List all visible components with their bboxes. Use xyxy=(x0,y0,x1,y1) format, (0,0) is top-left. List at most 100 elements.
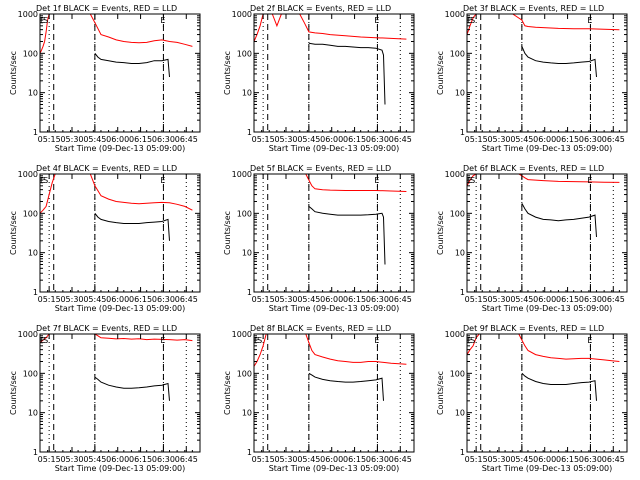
x-tick-label: 06:15 xyxy=(343,135,366,144)
x-tick-label: 05:45 xyxy=(297,135,320,144)
series-line-lld xyxy=(254,14,407,42)
plot-frame xyxy=(466,173,628,293)
x-tick-label: 06:15 xyxy=(129,455,152,464)
x-tick-label: 06:00 xyxy=(533,135,556,144)
y-tick-label: 10 xyxy=(28,409,38,418)
y-tick-label: 1 xyxy=(460,128,465,137)
x-tick-label: 05:30 xyxy=(274,455,297,464)
y-tick-label: 10 xyxy=(28,89,38,98)
event-flag-label: E xyxy=(587,176,592,185)
chart-title: Det 3f BLACK = Events, RED = LLD xyxy=(463,4,604,13)
chart-panel-3: Det 3f BLACK = Events, RED = LLD 1 10 100 10… xyxy=(436,4,628,153)
plot-frame xyxy=(39,173,201,293)
event-flag-label: E xyxy=(40,336,45,345)
x-tick-label: 06:00 xyxy=(533,295,556,304)
event-flag-label: E xyxy=(587,16,592,25)
chart-title: Det 5f BLACK = Events, RED = LLD xyxy=(250,164,391,173)
y-tick-label: 10 xyxy=(455,89,465,98)
series-line-lld xyxy=(467,14,620,35)
x-tick-label: 06:15 xyxy=(556,135,579,144)
x-tick-label: 05:15 xyxy=(252,455,275,464)
y-tick-label: 1 xyxy=(247,288,252,297)
series-line-lld xyxy=(467,334,620,362)
x-tick-label: 05:15 xyxy=(252,135,275,144)
x-tick-label: 06:45 xyxy=(602,455,625,464)
y-tick-label: 100 xyxy=(23,369,38,378)
x-tick-label: 06:30 xyxy=(579,135,602,144)
series-line-lld xyxy=(40,14,193,54)
chart-title: Det 8f BLACK = Events, RED = LLD xyxy=(250,324,391,333)
x-axis-label: Start Time (09-Dec-13 05:09:00) xyxy=(269,464,400,473)
event-flag-label: E xyxy=(374,176,379,185)
series-line-events xyxy=(308,372,384,401)
y-tick-label: 1000 xyxy=(18,170,38,179)
series-line-lld xyxy=(254,174,407,192)
x-tick-label: 06:30 xyxy=(152,295,175,304)
y-tick-label: 10 xyxy=(242,409,252,418)
y-tick-label: 10 xyxy=(28,249,38,258)
x-tick-label: 05:15 xyxy=(38,455,61,464)
event-flag-label: E xyxy=(40,176,45,185)
x-tick-label: 06:30 xyxy=(366,295,389,304)
chart-panel-9: Det 9f BLACK = Events, RED = LLD 1 10 100 10… xyxy=(436,324,628,473)
y-tick-label: 1 xyxy=(247,448,252,457)
x-axis-label: Start Time (09-Dec-13 05:09:00) xyxy=(55,304,186,313)
x-tick-label: 06:15 xyxy=(556,455,579,464)
series-line-lld xyxy=(40,174,193,214)
chart-title: Det 7f BLACK = Events, RED = LLD xyxy=(36,324,177,333)
chart-title: Det 4f BLACK = Events, RED = LLD xyxy=(36,164,177,173)
y-axis-label: Counts/sec xyxy=(436,51,445,95)
x-tick-label: 05:45 xyxy=(297,295,320,304)
x-axis-label: Start Time (09-Dec-13 05:09:00) xyxy=(482,304,613,313)
event-flag-label: S xyxy=(43,176,48,185)
x-tick-label: 06:30 xyxy=(579,455,602,464)
event-flag-label: E xyxy=(374,16,379,25)
x-tick-label: 05:30 xyxy=(487,295,510,304)
x-tick-label: 06:15 xyxy=(129,295,152,304)
event-flag-label: S xyxy=(43,16,48,25)
x-tick-label: 06:45 xyxy=(602,135,625,144)
y-tick-label: 1 xyxy=(460,448,465,457)
x-tick-label: 05:30 xyxy=(60,455,83,464)
x-tick-label: 05:30 xyxy=(274,295,297,304)
y-tick-label: 100 xyxy=(237,49,252,58)
chart-panel-2: Det 2f BLACK = Events, RED = LLD 1 10 100 10… xyxy=(223,4,415,153)
x-tick-label: 05:45 xyxy=(510,455,533,464)
x-tick-label: 05:15 xyxy=(465,455,488,464)
chart-title: Det 6f BLACK = Events, RED = LLD xyxy=(463,164,604,173)
series-line-events xyxy=(308,42,386,105)
x-axis-label: Start Time (09-Dec-13 05:09:00) xyxy=(482,464,613,473)
y-tick-label: 1000 xyxy=(445,330,465,339)
chart-title: Det 9f BLACK = Events, RED = LLD xyxy=(463,324,604,333)
y-axis-label: Counts/sec xyxy=(9,51,18,95)
x-tick-label: 05:30 xyxy=(60,135,83,144)
series-line-events xyxy=(94,212,170,241)
plot-frame xyxy=(253,173,415,293)
x-tick-label: 05:15 xyxy=(38,295,61,304)
event-flag-label: S xyxy=(43,336,48,345)
series-line-events xyxy=(308,206,386,265)
x-tick-label: 05:15 xyxy=(465,295,488,304)
series-line-lld xyxy=(254,334,407,367)
y-axis-label: Counts/sec xyxy=(223,371,232,415)
event-flag-label: E xyxy=(160,176,165,185)
x-tick-label: 06:30 xyxy=(366,455,389,464)
x-tick-label: 05:45 xyxy=(510,295,533,304)
y-tick-label: 10 xyxy=(455,249,465,258)
y-tick-label: 10 xyxy=(455,409,465,418)
plot-frame xyxy=(39,13,201,133)
x-tick-label: 06:30 xyxy=(152,455,175,464)
y-tick-label: 10 xyxy=(242,89,252,98)
event-flag-label: S xyxy=(470,16,475,25)
chart-panel-4: Det 4f BLACK = Events, RED = LLD 1 10 100 10… xyxy=(9,164,201,313)
y-tick-label: 100 xyxy=(23,49,38,58)
x-tick-label: 05:30 xyxy=(487,135,510,144)
y-tick-label: 1000 xyxy=(445,10,465,19)
x-tick-label: 06:45 xyxy=(389,295,412,304)
event-flag-label: E xyxy=(587,336,592,345)
chart-panel-8: Det 8f BLACK = Events, RED = LLD 1 10 100 10… xyxy=(223,324,415,473)
y-tick-label: 100 xyxy=(23,209,38,218)
y-tick-label: 10 xyxy=(242,249,252,258)
x-axis-label: Start Time (09-Dec-13 05:09:00) xyxy=(55,464,186,473)
